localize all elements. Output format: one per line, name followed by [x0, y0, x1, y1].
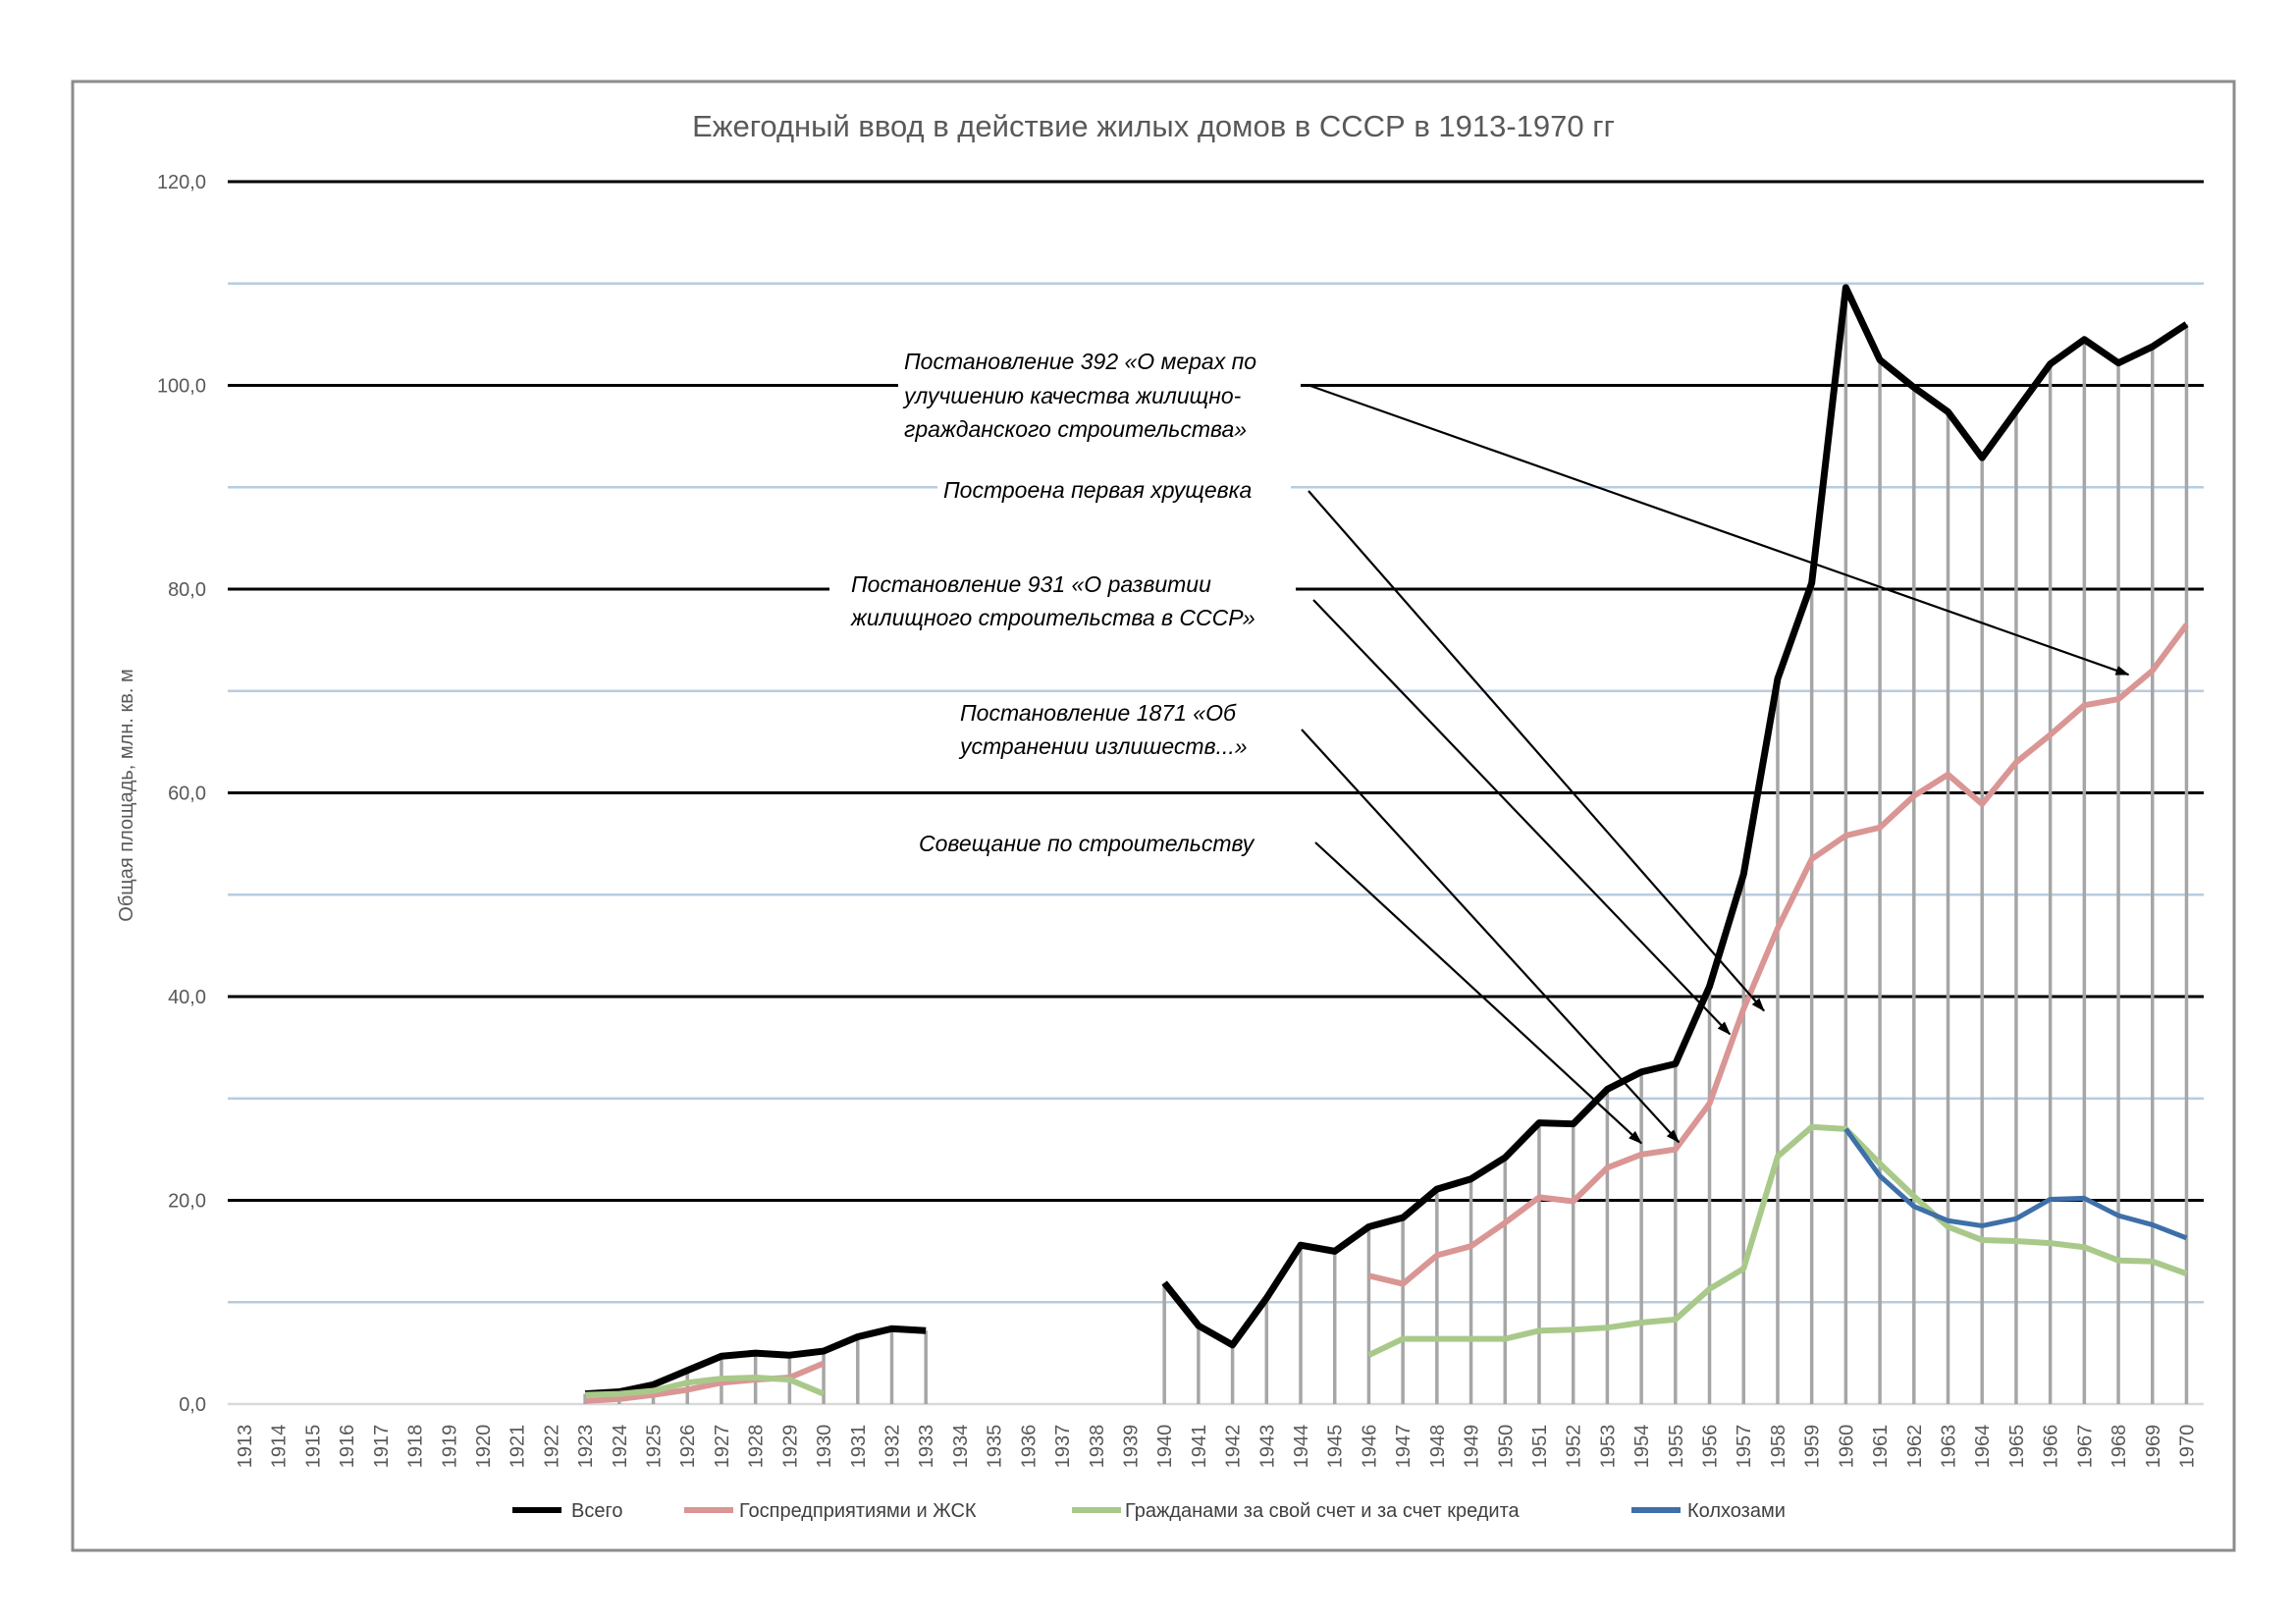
x-tick-label: 1946: [1359, 1425, 1380, 1469]
x-tick-label: 1922: [541, 1425, 562, 1469]
x-tick-label: 1966: [2041, 1425, 2062, 1469]
x-tick-label: 1956: [1700, 1425, 1722, 1469]
x-tick-label: 1928: [746, 1425, 768, 1469]
x-tick-label: 1942: [1223, 1425, 1245, 1469]
annotation-text: жилищного строительства в СССР»: [850, 605, 1255, 630]
annotation-background: [937, 692, 1296, 766]
legend-label: Госпредприятиями и ЖСК: [739, 1500, 977, 1522]
x-tick-label: 1923: [575, 1425, 597, 1469]
x-tick-label: 1941: [1189, 1425, 1210, 1469]
annotation-text: Построена первая хрущевка: [943, 477, 1252, 503]
x-tick-label: 1960: [1836, 1425, 1857, 1469]
x-tick-label: 1940: [1154, 1425, 1176, 1469]
x-tick-label: 1948: [1427, 1425, 1449, 1469]
x-tick-label: 1919: [439, 1425, 460, 1469]
x-tick-label: 1952: [1564, 1425, 1585, 1469]
x-tick-label: 1959: [1802, 1425, 1824, 1469]
x-tick-label: 1913: [235, 1425, 256, 1469]
annotation-arrow: [1309, 384, 2130, 677]
annotation-arrow: [1308, 490, 1765, 1012]
annotation-background: [908, 825, 1296, 864]
legend-label: Колхозами: [1687, 1500, 1786, 1522]
annotation-text: Постановление 392 «О мерах по: [904, 349, 1256, 374]
y-tick-label: 100,0: [157, 376, 206, 398]
x-tick-label: 1917: [371, 1425, 393, 1469]
y-tick-label: 80,0: [168, 579, 206, 601]
x-tick-label: 1927: [712, 1425, 733, 1469]
x-tick-label: 1926: [677, 1425, 699, 1469]
x-tick-label: 1931: [848, 1425, 870, 1469]
annotation-background: [937, 469, 1291, 509]
x-tick-label: 1961: [1870, 1425, 1892, 1469]
x-tick-label: 1944: [1291, 1425, 1312, 1469]
legend-label: Гражданами за свой счет и за счет кредит…: [1125, 1500, 1521, 1522]
x-tick-label: 1964: [1972, 1425, 1994, 1469]
y-tick-label: 60,0: [168, 784, 206, 805]
x-tick-label: 1932: [881, 1425, 903, 1469]
x-tick-label: 1914: [269, 1425, 291, 1469]
x-tick-label: 1943: [1256, 1425, 1278, 1469]
x-tick-label: 1930: [814, 1425, 835, 1469]
x-tick-label: 1969: [2143, 1425, 2164, 1469]
x-tick-label: 1968: [2109, 1425, 2130, 1469]
x-tick-label: 1957: [1734, 1425, 1755, 1469]
x-tick-label: 1918: [405, 1425, 427, 1469]
x-tick-label: 1925: [644, 1425, 666, 1469]
chart-title: Ежегодный ввод в действие жилых домов в …: [692, 109, 1615, 143]
x-tick-label: 1951: [1529, 1425, 1551, 1469]
annotation-text: Совещание по строительству: [919, 831, 1255, 856]
x-tick-label: 1962: [1904, 1425, 1926, 1469]
x-tick-label: 1954: [1631, 1425, 1653, 1469]
x-tick-label: 1939: [1120, 1425, 1142, 1469]
y-axis-title: Общая площадь, млн. кв. м: [116, 669, 137, 921]
x-tick-label: 1915: [302, 1425, 324, 1469]
annotation-text: гражданского строительства»: [904, 416, 1247, 442]
chart-frame: [71, 80, 2236, 1552]
annotation-text: улучшению качества жилищно-: [902, 383, 1242, 408]
x-tick-label: 1936: [1018, 1425, 1040, 1469]
annotation-text: Постановление 931 «О развитии: [851, 571, 1211, 597]
x-tick-label: 1937: [1052, 1425, 1074, 1469]
x-tick-label: 1967: [2074, 1425, 2096, 1469]
x-tick-label: 1945: [1325, 1425, 1347, 1469]
series-line-2: [585, 1375, 826, 1398]
x-tick-label: 1916: [337, 1425, 358, 1469]
annotation-background: [829, 565, 1296, 638]
x-tick-label: 1924: [610, 1425, 631, 1469]
annotation-text: Постановление 1871 «Об: [960, 700, 1237, 726]
x-tick-label: 1921: [507, 1425, 529, 1469]
x-tick-label: 1950: [1495, 1425, 1517, 1469]
x-tick-label: 1935: [985, 1425, 1006, 1469]
x-tick-label: 1947: [1393, 1425, 1415, 1469]
x-tick-label: 1938: [1087, 1425, 1108, 1469]
x-tick-label: 1920: [473, 1425, 495, 1469]
annotation-arrow: [1314, 841, 1642, 1145]
x-tick-label: 1949: [1462, 1425, 1483, 1469]
x-tick-label: 1933: [916, 1425, 937, 1469]
y-tick-label: 120,0: [157, 172, 206, 193]
y-tick-label: 0,0: [179, 1394, 206, 1416]
legend-label: Всего: [571, 1500, 622, 1522]
annotation-arrow: [1301, 729, 1681, 1144]
annotation-text: устранении излишеств...»: [958, 733, 1248, 759]
x-tick-label: 1929: [779, 1425, 801, 1469]
x-tick-label: 1970: [2176, 1425, 2198, 1469]
x-tick-label: 1934: [950, 1425, 972, 1469]
x-tick-label: 1963: [1939, 1425, 1960, 1469]
x-tick-label: 1955: [1666, 1425, 1687, 1469]
y-tick-label: 20,0: [168, 1191, 206, 1213]
x-tick-label: 1965: [2006, 1425, 2028, 1469]
x-tick-label: 1958: [1768, 1425, 1789, 1469]
y-tick-label: 40,0: [168, 987, 206, 1008]
annotation-arrow: [1312, 599, 1732, 1036]
x-tick-label: 1953: [1597, 1425, 1619, 1469]
annotation-background: [898, 334, 1301, 452]
